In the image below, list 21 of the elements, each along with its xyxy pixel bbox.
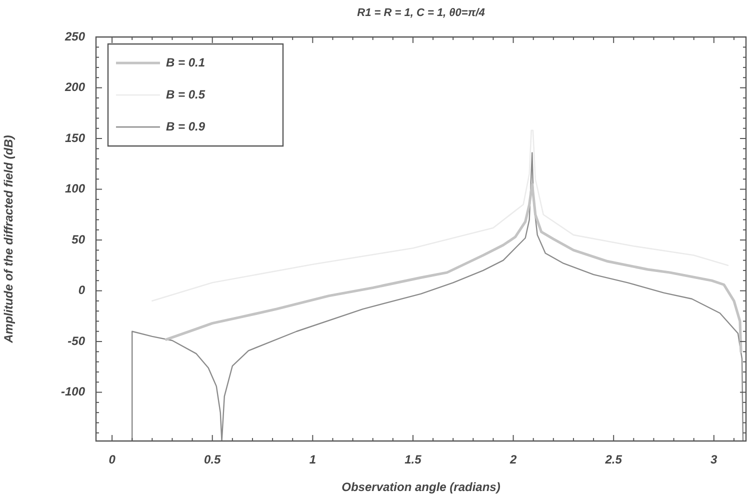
legend-label: B = 0.1 <box>166 55 206 70</box>
x-tick-label: 2 <box>508 452 517 467</box>
chart-title: R1 = R = 1, C = 1, θ0=π/4 <box>357 7 485 20</box>
legend-label: B = 0.9 <box>166 119 206 134</box>
x-tick-label: 1 <box>309 452 316 467</box>
y-tick-label: 150 <box>64 130 86 145</box>
legend-label: B = 0.5 <box>166 87 206 102</box>
x-tick-label: 2.5 <box>604 452 622 467</box>
x-tick-label: 0 <box>108 452 116 467</box>
y-tick-label: -100 <box>60 384 86 399</box>
y-axis-title: Amplitude of the diffracted field (dB) <box>2 135 16 344</box>
y-tick-label: 0 <box>78 283 86 298</box>
x-tick-label: 0.5 <box>204 452 222 467</box>
y-tick-label: -50 <box>68 334 86 348</box>
x-tick-label: 3 <box>710 452 718 467</box>
y-tick-label: 250 <box>64 29 86 44</box>
y-tick-label: 100 <box>64 182 86 196</box>
y-tick-label: 200 <box>64 80 86 94</box>
x-tick-label: 1.5 <box>404 452 422 467</box>
x-axis-title: Observation angle (radians) <box>342 480 500 494</box>
y-tick-label: 50 <box>72 232 86 246</box>
